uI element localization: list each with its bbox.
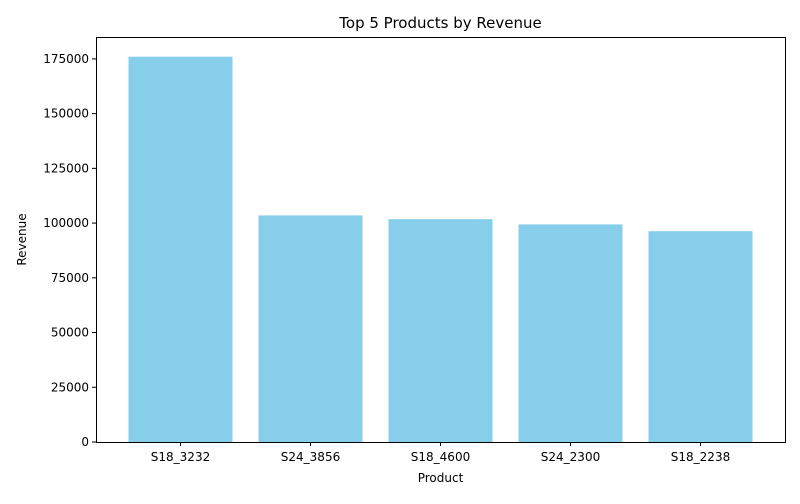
y-tick-label: 0 [81,435,89,449]
x-axis: S18_3232 S24_3856 S18_4600 S24_2300 S18_2238 [151,442,730,464]
y-tick-label: 175000 [43,52,89,66]
y-tick-label: 25000 [51,380,89,394]
x-tick-label: S18_2238 [671,450,730,464]
y-tick-label: 125000 [43,161,89,175]
bar-s18-4600 [388,219,493,442]
x-tick-label: S24_2300 [541,450,600,464]
y-tick-label: 100000 [43,216,89,230]
y-tick-label: 50000 [51,326,89,340]
chart-title: Top 5 Products by Revenue [338,14,541,32]
x-tick-label: S18_3232 [151,450,210,464]
y-axis: 0 25000 50000 75000 100000 125000 150000 175000 [43,52,96,449]
y-tick-label: 150000 [43,107,89,121]
x-tick-label: S24_3856 [281,450,340,464]
y-axis-title: Revenue [15,213,29,265]
bar-s24-3856 [258,215,363,442]
plot-frame [96,37,786,443]
bars-layer [128,56,753,443]
y-tick-label: 75000 [51,271,89,285]
bar-s18-2238 [648,231,753,442]
bar-s18-3232 [128,56,233,443]
x-tick-label: S18_4600 [411,450,470,464]
bar-s24-2300 [518,224,623,442]
x-axis-title: Product [418,471,464,485]
